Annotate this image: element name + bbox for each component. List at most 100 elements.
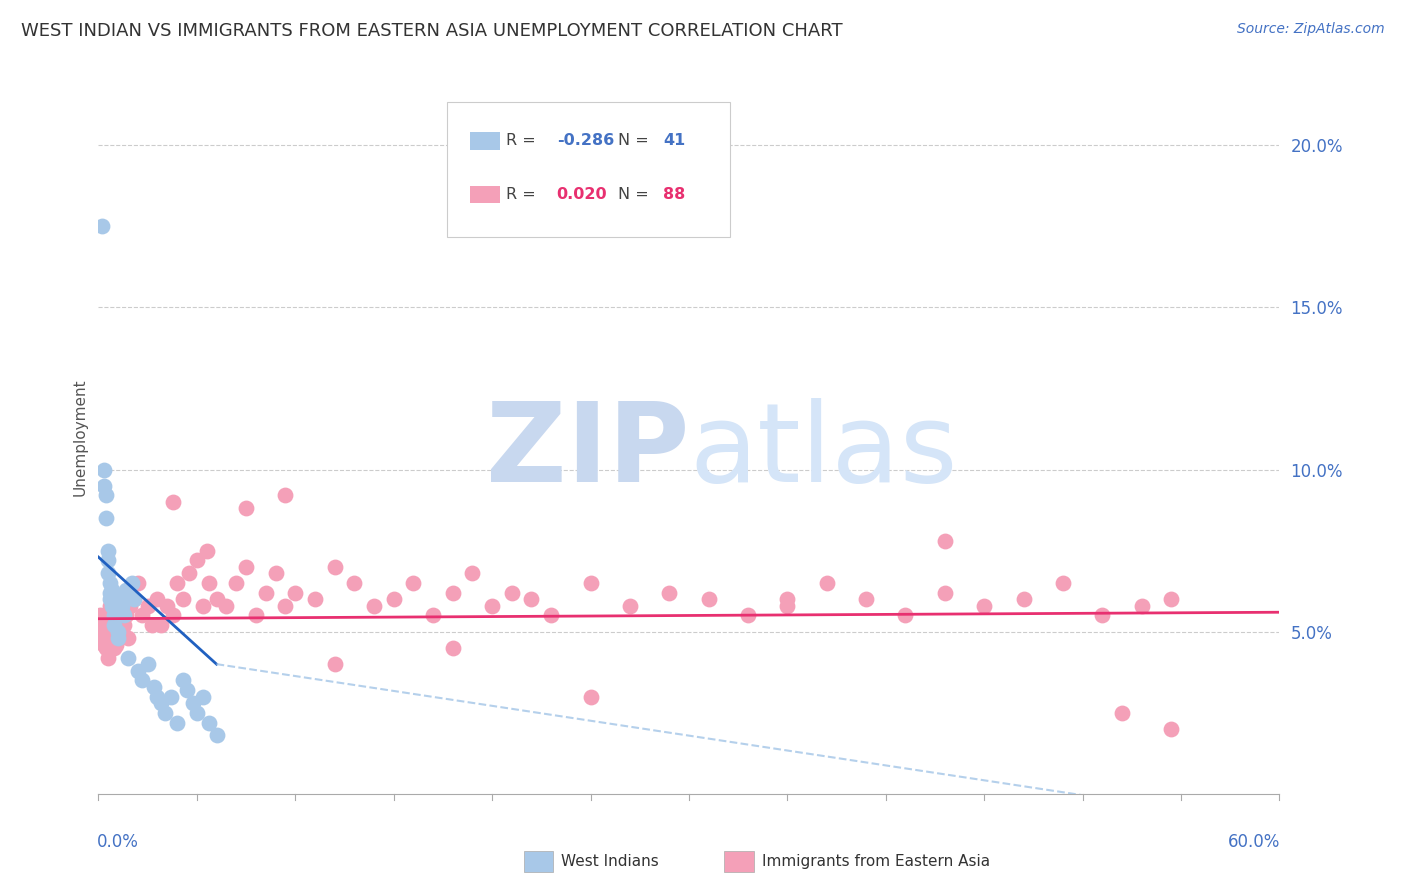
Point xyxy=(737,608,759,623)
Point xyxy=(122,592,145,607)
Point xyxy=(205,729,228,743)
Text: 41: 41 xyxy=(664,134,685,148)
Point xyxy=(107,631,129,645)
Point xyxy=(103,618,125,632)
Point xyxy=(121,576,143,591)
Point xyxy=(461,566,484,581)
Point xyxy=(131,673,153,688)
Point xyxy=(111,599,134,613)
Point xyxy=(108,592,131,607)
Point xyxy=(481,599,503,613)
Text: WEST INDIAN VS IMMIGRANTS FROM EASTERN ASIA UNEMPLOYMENT CORRELATION CHART: WEST INDIAN VS IMMIGRANTS FROM EASTERN A… xyxy=(21,22,842,40)
Point xyxy=(501,586,523,600)
Point xyxy=(172,592,194,607)
Point xyxy=(91,219,114,234)
Point xyxy=(108,608,131,623)
Text: ZIP: ZIP xyxy=(485,398,689,505)
Point xyxy=(93,624,115,639)
Point xyxy=(155,706,177,720)
Text: R =: R = xyxy=(506,187,541,202)
Point xyxy=(894,608,917,623)
Point xyxy=(284,586,307,600)
Point xyxy=(205,592,228,607)
Text: N =: N = xyxy=(619,187,654,202)
Point xyxy=(520,592,543,607)
Point xyxy=(91,631,114,645)
Point xyxy=(191,690,214,704)
Point xyxy=(146,592,169,607)
Point xyxy=(96,488,118,502)
Point xyxy=(579,690,602,704)
Point xyxy=(304,592,326,607)
Point xyxy=(776,599,799,613)
Point xyxy=(131,608,153,623)
Point xyxy=(93,638,115,652)
Point xyxy=(1160,592,1182,607)
Text: 88: 88 xyxy=(664,187,685,202)
Point xyxy=(197,715,219,730)
Point xyxy=(274,488,297,502)
Point xyxy=(156,599,179,613)
Point xyxy=(150,696,173,710)
Point xyxy=(97,543,120,558)
Text: Immigrants from Eastern Asia: Immigrants from Eastern Asia xyxy=(762,855,990,869)
Point xyxy=(93,462,115,476)
Point xyxy=(235,559,257,574)
Point xyxy=(91,618,114,632)
Point xyxy=(136,599,159,613)
Point xyxy=(254,586,277,600)
Text: Source: ZipAtlas.com: Source: ZipAtlas.com xyxy=(1237,22,1385,37)
Point xyxy=(97,566,120,581)
Point xyxy=(181,696,204,710)
Point xyxy=(934,533,956,548)
Point xyxy=(176,683,198,698)
Point xyxy=(1052,576,1074,591)
Point xyxy=(97,553,120,567)
Point xyxy=(98,592,121,607)
Y-axis label: Unemployment: Unemployment xyxy=(72,378,87,496)
Point xyxy=(105,624,128,639)
Point xyxy=(103,631,125,645)
Point xyxy=(127,576,149,591)
Point xyxy=(127,664,149,678)
Point xyxy=(245,608,267,623)
Point xyxy=(97,640,120,655)
Point xyxy=(142,680,165,694)
Text: 60.0%: 60.0% xyxy=(1229,833,1281,851)
Point xyxy=(343,576,366,591)
FancyBboxPatch shape xyxy=(447,102,730,237)
Point xyxy=(1012,592,1035,607)
Point xyxy=(235,501,257,516)
Point xyxy=(422,608,444,623)
Text: N =: N = xyxy=(619,134,654,148)
Point xyxy=(274,599,297,613)
Point xyxy=(101,618,124,632)
Text: atlas: atlas xyxy=(689,398,957,505)
Point xyxy=(363,599,385,613)
Bar xyxy=(471,132,501,150)
Point xyxy=(191,599,214,613)
Point xyxy=(441,640,464,655)
Point xyxy=(697,592,720,607)
Point xyxy=(197,576,219,591)
Point xyxy=(105,602,128,616)
Text: 0.0%: 0.0% xyxy=(97,833,139,851)
Point xyxy=(146,690,169,704)
Point xyxy=(160,690,183,704)
Text: R =: R = xyxy=(506,134,541,148)
Point xyxy=(658,586,681,600)
Point xyxy=(934,586,956,600)
Point xyxy=(186,553,208,567)
Point xyxy=(195,543,218,558)
Point xyxy=(162,495,184,509)
Point xyxy=(111,624,134,639)
Point xyxy=(136,657,159,672)
Point xyxy=(98,586,121,600)
Point xyxy=(97,650,120,665)
Point xyxy=(115,608,138,623)
Point xyxy=(103,640,125,655)
Point xyxy=(141,618,163,632)
Point xyxy=(101,599,124,613)
Point xyxy=(973,599,995,613)
Point xyxy=(441,586,464,600)
